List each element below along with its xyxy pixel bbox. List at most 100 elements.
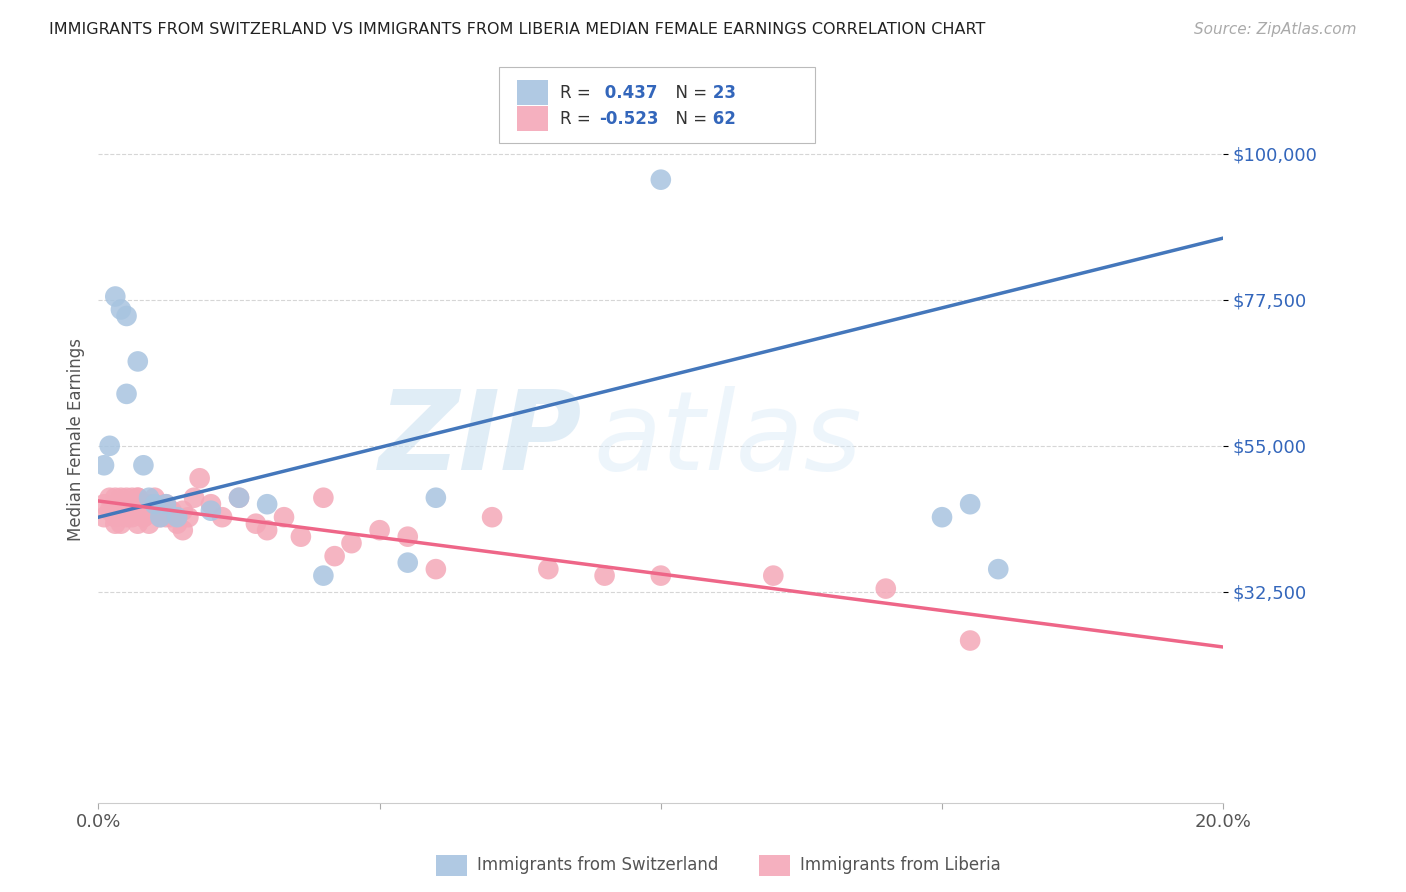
Point [110, 516, 132, 531]
Point [127, 491, 149, 505]
Point [183, 491, 205, 505]
Point [396, 530, 419, 544]
Point [132, 510, 155, 524]
Point [273, 510, 295, 524]
Point [143, 497, 166, 511]
Point [166, 516, 188, 531]
Point [132, 497, 155, 511]
Point [93, 458, 115, 473]
Point [104, 516, 127, 531]
Point [959, 633, 981, 648]
Point [132, 458, 155, 473]
Text: 0.437: 0.437 [599, 84, 658, 102]
Point [110, 504, 132, 518]
Text: Immigrants from Switzerland: Immigrants from Switzerland [477, 856, 718, 874]
Point [160, 504, 183, 518]
Point [93, 510, 115, 524]
Text: 62: 62 [707, 110, 737, 128]
Text: N =: N = [665, 110, 707, 128]
Point [127, 516, 149, 531]
Point [987, 562, 1010, 576]
Point [132, 510, 155, 524]
Point [160, 510, 183, 524]
Point [138, 491, 160, 505]
Point [115, 504, 138, 518]
Text: Immigrants from Liberia: Immigrants from Liberia [800, 856, 1001, 874]
Point [143, 491, 166, 505]
Point [110, 302, 132, 317]
Point [149, 510, 172, 524]
Point [256, 523, 278, 537]
Point [931, 510, 953, 524]
Point [121, 497, 143, 511]
Point [650, 568, 672, 582]
Point [98, 439, 121, 453]
Point [93, 497, 115, 511]
Point [127, 504, 149, 518]
Point [115, 491, 138, 505]
Text: ZIP: ZIP [378, 386, 582, 492]
Y-axis label: Median Female Earnings: Median Female Earnings [66, 338, 84, 541]
Point [228, 491, 250, 505]
Point [149, 504, 172, 518]
Point [98, 504, 121, 518]
Point [138, 497, 160, 511]
Point [104, 510, 127, 524]
Point [875, 582, 897, 596]
Point [593, 568, 616, 582]
Point [425, 491, 447, 505]
Point [340, 536, 363, 550]
Text: IMMIGRANTS FROM SWITZERLAND VS IMMIGRANTS FROM LIBERIA MEDIAN FEMALE EARNINGS CO: IMMIGRANTS FROM SWITZERLAND VS IMMIGRANT… [49, 22, 986, 37]
Point [537, 562, 560, 576]
Point [396, 556, 419, 570]
Point [211, 510, 233, 524]
Point [290, 530, 312, 544]
Point [166, 510, 188, 524]
Point [115, 497, 138, 511]
Point [115, 510, 138, 524]
Point [245, 516, 267, 531]
Text: -0.523: -0.523 [599, 110, 658, 128]
Point [323, 549, 346, 563]
Point [172, 523, 194, 537]
Point [312, 568, 335, 582]
Text: 23: 23 [707, 84, 737, 102]
Point [121, 504, 143, 518]
Point [115, 309, 138, 323]
Point [104, 289, 127, 303]
Point [127, 491, 149, 505]
Point [121, 491, 143, 505]
Point [228, 491, 250, 505]
Text: N =: N = [665, 84, 707, 102]
Point [481, 510, 503, 524]
Text: R =: R = [560, 84, 591, 102]
Point [425, 562, 447, 576]
Point [155, 497, 177, 511]
Text: atlas: atlas [593, 386, 862, 492]
Point [312, 491, 335, 505]
Point [138, 516, 160, 531]
Point [110, 497, 132, 511]
Point [104, 491, 127, 505]
Text: Source: ZipAtlas.com: Source: ZipAtlas.com [1194, 22, 1357, 37]
Point [762, 568, 785, 582]
Point [188, 471, 211, 485]
Point [121, 510, 143, 524]
Point [155, 510, 177, 524]
Point [127, 354, 149, 368]
Point [200, 497, 222, 511]
Point [155, 497, 177, 511]
Point [256, 497, 278, 511]
Point [110, 491, 132, 505]
Point [959, 497, 981, 511]
Point [98, 491, 121, 505]
Point [200, 504, 222, 518]
Point [650, 172, 672, 186]
Point [177, 510, 200, 524]
Point [143, 497, 166, 511]
Point [368, 523, 391, 537]
Point [149, 510, 172, 524]
Point [115, 387, 138, 401]
Text: R =: R = [560, 110, 591, 128]
Point [172, 504, 194, 518]
